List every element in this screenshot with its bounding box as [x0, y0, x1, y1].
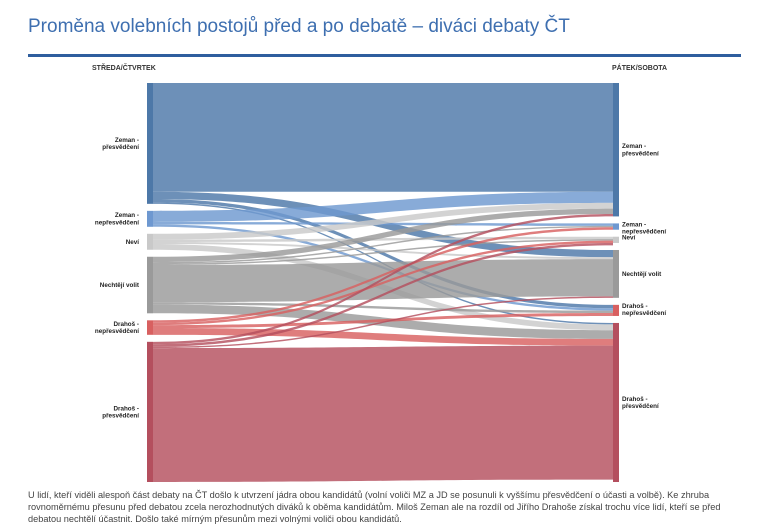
- sankey-link-l4-r4: [153, 259, 613, 303]
- left-node-label-l6: Drahoš -přesvědčení: [102, 405, 139, 419]
- sankey-link-l1-r1: [153, 83, 613, 192]
- right-node-label-r3: Neví: [622, 235, 636, 242]
- sankey-link-l4-r5: [153, 302, 613, 314]
- left-node-bar-l1: [147, 83, 153, 204]
- left-node-bar-l2: [147, 210, 153, 227]
- right-node-label-r2: Zeman -nepřesvědčení: [622, 221, 666, 235]
- sankey-link-l4-r3: [153, 239, 613, 265]
- left-node-label-l1: Zeman -přesvědčení: [102, 137, 139, 151]
- chart-title: Proměna volebních postojů před a po deba…: [28, 16, 570, 37]
- sankey-link-l5-r2: [153, 227, 613, 323]
- sankey-link-l6-r4: [153, 296, 613, 349]
- sankey-nodes: [147, 83, 619, 482]
- right-node-bar-r4: [613, 249, 619, 298]
- sankey-link-l6-r6: [153, 345, 613, 482]
- left-node-bar-l6: [147, 341, 153, 482]
- sankey-link-l1-r5: [153, 199, 613, 309]
- right-column-header: PÁTEK/SOBOTA: [612, 65, 668, 72]
- right-node-bar-r1: [613, 83, 619, 217]
- caption-text: U lidí, kteří viděli alespoň část debaty…: [28, 490, 721, 525]
- sankey-link-l4-r2: [153, 225, 613, 264]
- sankey-link-l6-r3: [153, 242, 613, 347]
- left-node-label-l3: Neví: [126, 239, 140, 246]
- sankey-link-l3-r4: [153, 242, 613, 260]
- left-node-label-l4: Nechtějí volit: [100, 282, 140, 289]
- right-node-bar-r2: [613, 223, 619, 230]
- right-node-label-r4: Nechtějí volit: [622, 271, 662, 278]
- right-node-label-r6: Drahoš -přesvědčení: [622, 396, 659, 410]
- sankey-link-l5-r6: [153, 328, 613, 346]
- sankey-link-l2-r1: [153, 191, 613, 222]
- right-node-bar-r5: [613, 304, 619, 316]
- left-node-bar-l3: [147, 233, 153, 250]
- left-node-bar-l5: [147, 320, 153, 335]
- sankey-link-l4-r1: [153, 208, 613, 263]
- sankey-link-l3-r1: [153, 202, 613, 240]
- right-node-label-r1: Zeman -přesvědčení: [622, 143, 659, 157]
- left-node-bar-l4: [147, 256, 153, 314]
- left-node-label-l5: Drahoš -nepřesvědčení: [95, 321, 139, 335]
- right-node-bar-r3: [613, 236, 619, 243]
- right-node-label-r5: Drahoš -nepřesvědčení: [622, 303, 666, 317]
- sankey-link-l5-r5: [153, 313, 613, 329]
- left-column-header: STŘEDA/ČTVRTEK: [92, 65, 156, 72]
- sankey-link-l6-r1: [153, 214, 613, 345]
- title-divider: [28, 54, 741, 57]
- sankey-links: [153, 83, 613, 482]
- left-node-label-l2: Zeman -nepřesvědčení: [95, 212, 139, 226]
- right-node-bar-r6: [613, 322, 619, 482]
- sankey-link-l5-r3: [153, 240, 613, 326]
